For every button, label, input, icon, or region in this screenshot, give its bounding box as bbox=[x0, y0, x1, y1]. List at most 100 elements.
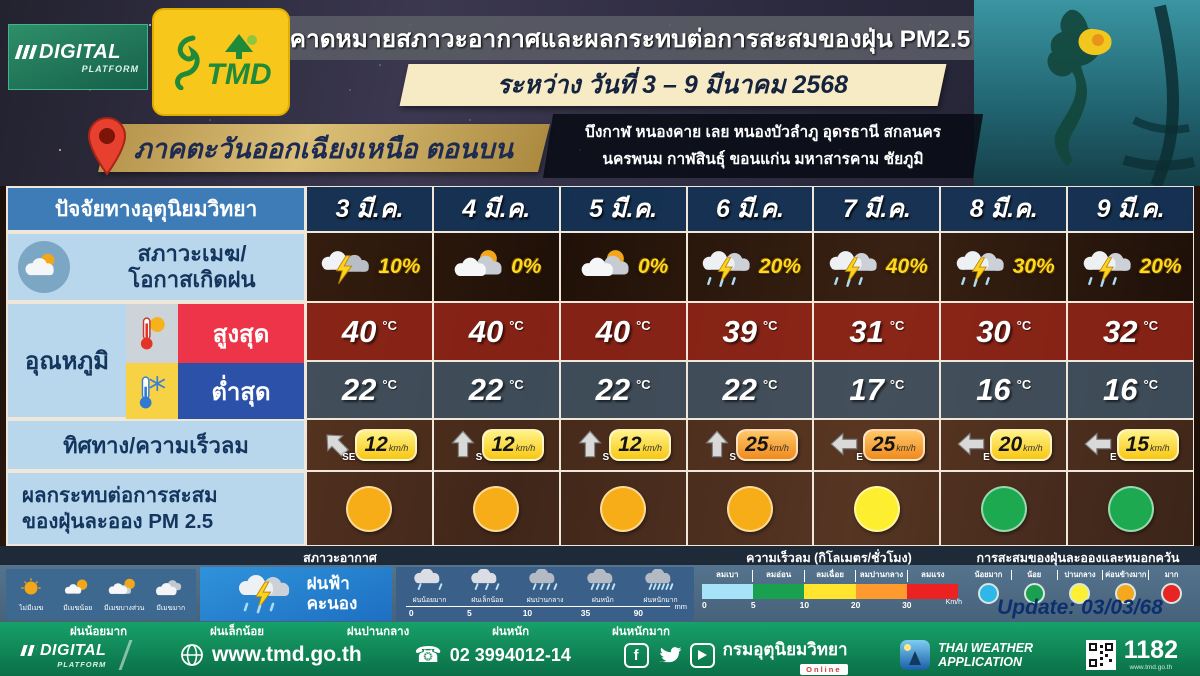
partly-cloudy-legend-item: มีเมฆบางส่วน bbox=[101, 576, 147, 613]
sky-forecast-cell: 0% bbox=[559, 232, 687, 302]
wind-cell: S 12 km/h bbox=[559, 419, 687, 471]
date-header: 9 มี.ค. bbox=[1067, 186, 1195, 232]
pm-level-dot bbox=[980, 485, 1027, 532]
hot-thermometer-icon bbox=[126, 304, 178, 363]
wind-direction-arrow: E bbox=[1083, 429, 1117, 463]
pm-impact-cell bbox=[306, 471, 433, 546]
title-bar: คาดหมายสภาวะอากาศและผลกระทบต่อการสะสมของ… bbox=[286, 16, 974, 60]
date-header: 5 มี.ค. bbox=[559, 186, 687, 232]
min-temp-cell: 16 °C bbox=[940, 361, 1068, 419]
max-temp-cell: 40 °C bbox=[559, 302, 687, 361]
footer-rain-labels: ฝนน้อยมาก ฝนเล็กน้อย ฝนปานกลาง ฝนหนัก ฝนหนัก… bbox=[70, 626, 670, 638]
pm-impact-cell bbox=[940, 471, 1068, 546]
rain-scale-unit: mm bbox=[674, 602, 688, 611]
app-label: THAI WEATHER APPLICATION bbox=[938, 640, 1034, 669]
thunder-rain-icon bbox=[826, 245, 884, 289]
pm-level-dot bbox=[1107, 485, 1154, 532]
wind-legend-title: ความเร็วลม (กิโลเมตร/ชั่วโมง) bbox=[746, 551, 912, 565]
day-column-4: 6 มี.ค. 20% 39 °C 22 °C S 25 km/h bbox=[686, 186, 814, 546]
date-header: 3 มี.ค. bbox=[306, 186, 433, 232]
pm-legend-circle bbox=[1023, 582, 1045, 604]
pm-legend-circle bbox=[978, 582, 1000, 604]
wind-speed-legend: ลมเบา ลมอ่อน ลมเฉื่อย ลมปานกลาง ลมแรง Km/h 0… bbox=[702, 570, 962, 610]
wind-speed-badge: 12 km/h bbox=[482, 429, 545, 461]
sun-cloud-icon bbox=[18, 241, 70, 293]
logo-bars-icon bbox=[14, 45, 38, 59]
max-temp-cell: 40 °C bbox=[306, 302, 433, 361]
thunder-rain-icon bbox=[953, 245, 1011, 289]
rain-cloud-icon bbox=[643, 568, 679, 594]
weather-legend-title: สภาวะอากาศ bbox=[303, 551, 377, 565]
sky-forecast-cell: 20% bbox=[686, 232, 814, 302]
date-header: 7 มี.ค. bbox=[813, 186, 941, 232]
pm-legend-circle bbox=[1069, 582, 1091, 604]
rain-intensity-item: ฝนหนัก bbox=[575, 568, 630, 605]
department-name: กรมอุตุนิยมวิทยา bbox=[722, 639, 848, 659]
website-link[interactable]: www.tmd.go.th bbox=[211, 643, 362, 666]
wind-scale-unit: Km/h bbox=[945, 599, 962, 606]
min-temp-cell: 22 °C bbox=[306, 361, 433, 419]
legend-band: สภาวะอากาศ ความเร็วลม (กิโลเมตร/ชั่วโมง)… bbox=[0, 546, 1200, 622]
page-title: คาดหมายสภาวะอากาศและผลกระทบต่อการสะสมของ… bbox=[289, 25, 971, 53]
footer-digital-logo: DIGITAL PLATFORM bbox=[20, 642, 106, 669]
rain-intensity-item: ฝนเล็กน้อย bbox=[460, 568, 515, 605]
wind-speed-color-bar bbox=[702, 584, 959, 599]
wind-speed-badge: 12 km/h bbox=[609, 429, 672, 461]
min-temp-label: ต่ำสุด bbox=[178, 362, 304, 421]
phone-number: 02 3994012-14 bbox=[449, 644, 571, 665]
date-header: 6 มี.ค. bbox=[686, 186, 814, 232]
wind-cell: E 15 km/h bbox=[1067, 419, 1195, 471]
department-social: กรมอุตุนิยมวิทยา Online bbox=[723, 636, 848, 675]
pm-impact-cell bbox=[686, 471, 814, 546]
rain-scale: mm 0 5 10 35 90 bbox=[406, 602, 687, 620]
twitter-icon[interactable] bbox=[657, 643, 682, 668]
temperature-group-label: อุณหภูมิ bbox=[24, 348, 110, 375]
forecast-table: ปัจจัยทางอุตุนิยมวิทยา สภาวะเมฆ/ โอกาสเก… bbox=[0, 186, 1200, 546]
footer-bar: ฝนน้อยมาก ฝนเล็กน้อย ฝนปานกลาง ฝนหนัก ฝนหนัก… bbox=[0, 622, 1200, 676]
min-temp-cell: 17 °C bbox=[813, 361, 941, 419]
provinces-box: บึงกาฬ หนองคาย เลย หนองบัวลำภู อุดรธานี … bbox=[542, 114, 984, 178]
youtube-icon[interactable] bbox=[689, 642, 715, 668]
facebook-icon[interactable]: f bbox=[623, 642, 649, 668]
few-clouds-legend-item: มีเมฆน้อย bbox=[55, 576, 101, 613]
cloud-legend-panel: ไม่มีเมฆ มีเมฆน้อย มีเมฆบางส่วน มีเมฆมาก bbox=[6, 569, 196, 619]
day-column-2: 4 มี.ค. 0% 40 °C 22 °C S 12 km/h bbox=[432, 186, 560, 546]
pine-branch-silhouette bbox=[1150, 4, 1180, 186]
sky-forecast-cell: 30% bbox=[940, 232, 1068, 302]
max-temp-cell: 39 °C bbox=[686, 302, 814, 361]
wind-direction-arrow: E bbox=[956, 429, 990, 463]
date-range-banner: ระหว่าง วันที่ 3 – 9 มีนาคม 2568 bbox=[399, 64, 947, 106]
platform-logo-text: PLATFORM bbox=[81, 63, 139, 74]
min-temp-cell: 22 °C bbox=[686, 361, 814, 419]
globe-icon bbox=[181, 644, 203, 666]
sky-forecast-cell: 40% bbox=[813, 232, 941, 302]
sky-label-line1: สภาวะเมฆ/ bbox=[137, 240, 247, 266]
thailand-map-panel bbox=[974, 0, 1200, 186]
wind-speed-badge: 25 km/h bbox=[736, 429, 798, 461]
date-range-text: ระหว่าง วันที่ 3 – 9 มีนาคม 2568 bbox=[497, 71, 849, 99]
update-date: Update: 03/03/68 bbox=[997, 596, 1163, 619]
wind-speed-badge: 15 km/h bbox=[1116, 429, 1179, 461]
forecast-day-columns: 3 มี.ค. 10% 40 °C 22 °C SE 12 km/h 4 มี.ค. 0… bbox=[306, 186, 1195, 546]
date-header: 8 มี.ค. bbox=[940, 186, 1068, 232]
pm-legend-circle bbox=[1160, 582, 1182, 604]
day-column-7: 9 มี.ค. 20% 32 °C 16 °C E 15 km/h bbox=[1067, 186, 1195, 546]
wind-direction-arrow: S bbox=[702, 429, 736, 463]
sky-row-label: สภาวะเมฆ/ โอกาสเกิดฝน bbox=[6, 232, 306, 302]
clear-icon bbox=[14, 577, 48, 600]
wind-cell: SE 12 km/h bbox=[306, 419, 433, 471]
cold-thermometer-icon bbox=[126, 362, 178, 421]
max-temp-cell: 31 °C bbox=[813, 302, 941, 361]
qr-code bbox=[1085, 640, 1116, 670]
phone-icon: ☎ bbox=[414, 642, 442, 667]
pm-impact-cell bbox=[559, 471, 687, 546]
wind-cell: E 25 km/h bbox=[813, 419, 941, 471]
thailand-map bbox=[1047, 4, 1196, 186]
wind-speed-badge: 12 km/h bbox=[355, 429, 418, 461]
thunder-label-line1: ฝนฟ้า bbox=[306, 574, 350, 594]
min-temp-label-row: ต่ำสุด bbox=[126, 362, 304, 421]
pm-impact-cell bbox=[813, 471, 941, 546]
wind-speed-scale: Km/h 0 5 10 20 30 bbox=[702, 599, 962, 610]
wind-speed-badge: 25 km/h bbox=[862, 429, 925, 461]
